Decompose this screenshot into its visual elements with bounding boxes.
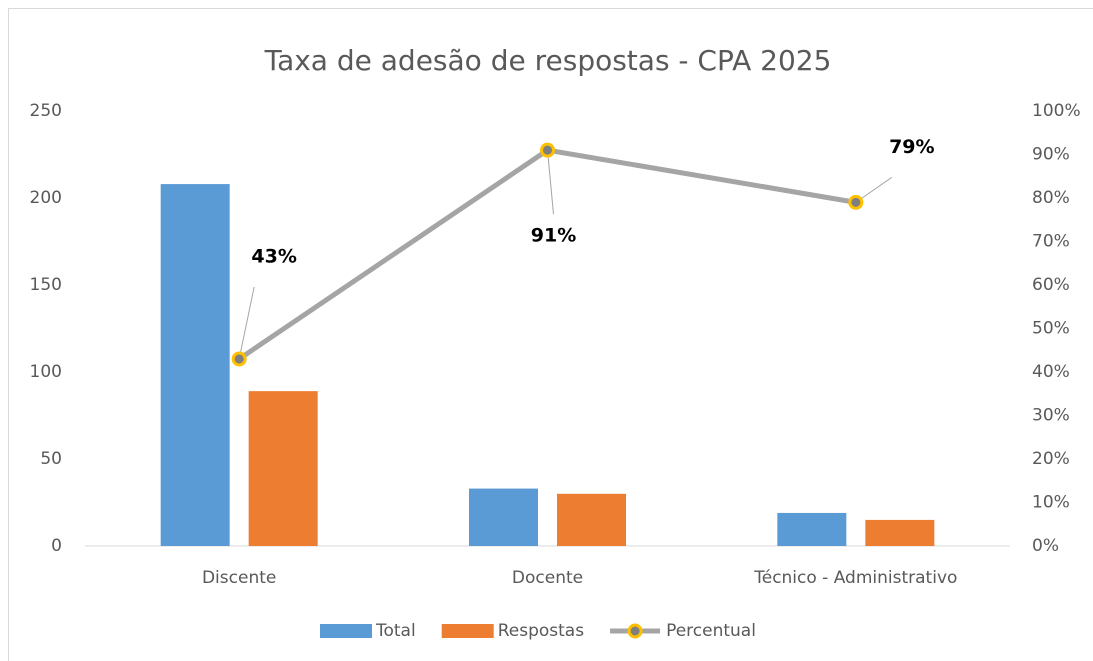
y2-tick-label: 80% — [1032, 188, 1070, 208]
legend-label: Percentual — [666, 621, 756, 641]
x-tick-label: Discente — [202, 568, 276, 588]
bar — [865, 519, 935, 546]
y-tick-label: 200 — [30, 188, 62, 208]
marker — [231, 351, 247, 367]
y2-tick-label: 50% — [1032, 319, 1070, 339]
x-tick-label: Docente — [512, 568, 583, 588]
y2-tick-label: 20% — [1032, 449, 1070, 469]
y-tick-label: 0 — [51, 536, 62, 556]
legend-label: Respostas — [498, 621, 584, 641]
marker — [540, 142, 555, 158]
y-tick-label: 250 — [30, 101, 62, 121]
bar — [777, 512, 847, 546]
y2-tick-label: 0% — [1032, 536, 1059, 556]
y2-tick-label: 10% — [1032, 493, 1070, 513]
chart-title: Taxa de adesão de respostas - CPA 2025 — [264, 44, 832, 77]
y2-tick-label: 100% — [1032, 101, 1081, 121]
marker — [848, 194, 864, 210]
legend-label: Total — [375, 621, 416, 641]
y2-tick-label: 90% — [1032, 145, 1070, 165]
bar — [469, 488, 538, 546]
bar — [160, 184, 230, 546]
y-tick-label: 150 — [30, 275, 62, 295]
x-tick-label: Técnico - Administrativo — [753, 568, 957, 588]
y-tick-label: 100 — [30, 362, 62, 382]
y2-tick-label: 40% — [1032, 362, 1070, 382]
data-label: 79% — [889, 136, 934, 158]
leader-line — [547, 150, 554, 215]
data-label: 43% — [251, 245, 296, 267]
legend-swatch — [441, 624, 494, 638]
data-label: 91% — [531, 225, 576, 247]
legend-swatch — [320, 624, 372, 638]
y2-tick-label: 70% — [1032, 232, 1070, 252]
y-tick-label: 50 — [40, 449, 62, 469]
leader-line — [238, 286, 255, 360]
y2-tick-label: 60% — [1032, 275, 1070, 295]
bar — [557, 493, 626, 546]
legend-marker — [627, 623, 643, 639]
bar — [248, 391, 318, 546]
y2-tick-label: 30% — [1032, 406, 1070, 426]
